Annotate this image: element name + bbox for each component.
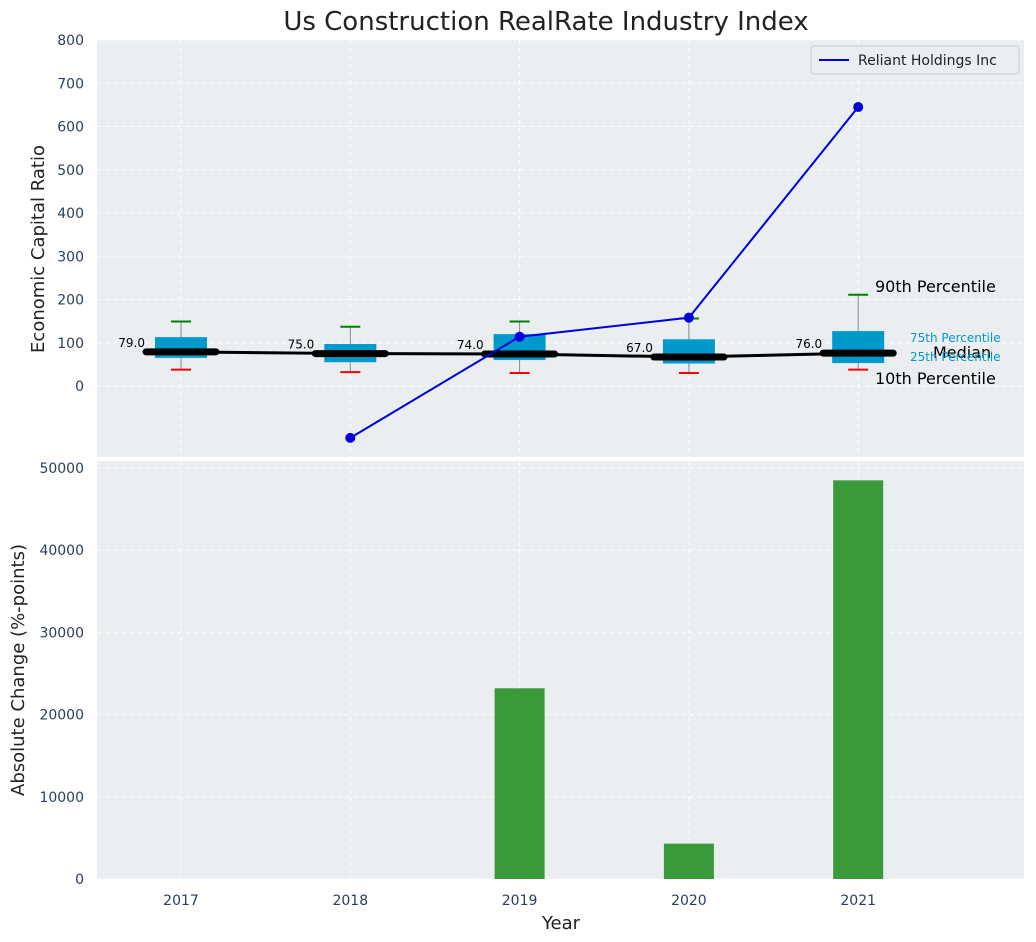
median-value-label: 67.0 — [626, 341, 653, 355]
top-y-tick-label: 700 — [57, 76, 84, 92]
annotation-p90: 90th Percentile — [875, 277, 996, 296]
median-trend-line — [180, 350, 859, 359]
top-y-tick-label: 100 — [57, 336, 84, 352]
top-plot-area — [97, 40, 1024, 457]
company-series-point — [514, 331, 525, 342]
change-bar — [833, 480, 884, 879]
top-y-tick-label: 300 — [57, 249, 84, 265]
bottom-y-tick-label: 0 — [75, 872, 84, 888]
company-line-series — [345, 102, 864, 443]
company-series-point — [683, 312, 694, 323]
change-bar — [494, 688, 545, 879]
annotation-p25: 25th Percentile — [910, 350, 1001, 364]
annotation-median: Median — [933, 343, 991, 362]
company-series-point — [345, 432, 356, 443]
median-value-label: 74.0 — [457, 338, 484, 352]
bottom-y-tick-label: 10000 — [39, 790, 84, 806]
bottom-y-tick-labels: 0 10000 20000 30000 40000 50000 — [39, 461, 84, 888]
bottom-y-tick-label: 30000 — [39, 625, 84, 641]
top-y-tick-label: 400 — [57, 206, 84, 222]
median-line-series — [180, 350, 859, 359]
top-y-tick-label: 600 — [57, 120, 84, 136]
x-tick-label: 2020 — [671, 893, 707, 909]
company-series-line — [349, 106, 859, 439]
top-gridlines — [97, 39, 1024, 457]
legend-label: Reliant Holdings Inc — [858, 53, 997, 69]
change-bar — [663, 843, 714, 879]
x-tick-label: 2018 — [332, 893, 368, 909]
annotation-p75: 75th Percentile — [910, 331, 1001, 345]
annotation-p10: 10th Percentile — [875, 369, 996, 388]
median-value-label: 79.0 — [118, 336, 145, 350]
bottom-plot-area — [97, 461, 1024, 879]
bar-series — [494, 480, 884, 879]
box-iqr — [832, 331, 885, 364]
top-y-tick-label: 0 — [75, 379, 84, 395]
median-value-label: 76.0 — [795, 337, 822, 351]
x-tick-labels: 2017 2018 2019 2020 2021 — [163, 893, 876, 909]
bottom-y-tick-label: 40000 — [39, 543, 84, 559]
top-y-tick-labels: 0 100 200 300 400 500 600 700 800 — [57, 33, 84, 395]
chart-title: Us Construction RealRate Industry Index — [283, 7, 808, 37]
median-value-label: 75.0 — [288, 338, 315, 352]
bottom-y-tick-label: 20000 — [39, 708, 84, 724]
x-tick-label: 2021 — [840, 893, 876, 909]
top-y-tick-label: 800 — [57, 33, 84, 49]
x-tick-label: 2019 — [502, 893, 538, 909]
top-y-tick-label: 500 — [57, 163, 84, 179]
bottom-y-tick-label: 50000 — [39, 461, 84, 477]
top-y-tick-label: 200 — [57, 293, 84, 309]
company-series-point — [853, 102, 864, 113]
x-axis-label: Year — [541, 913, 581, 934]
top-y-axis-label: Economic Capital Ratio — [28, 145, 49, 353]
x-tick-label: 2017 — [163, 893, 199, 909]
legend-box — [810, 45, 1020, 75]
bottom-y-axis-label: Absolute Change (%-points) — [8, 544, 29, 796]
legend: Reliant Holdings Inc — [810, 45, 1020, 75]
